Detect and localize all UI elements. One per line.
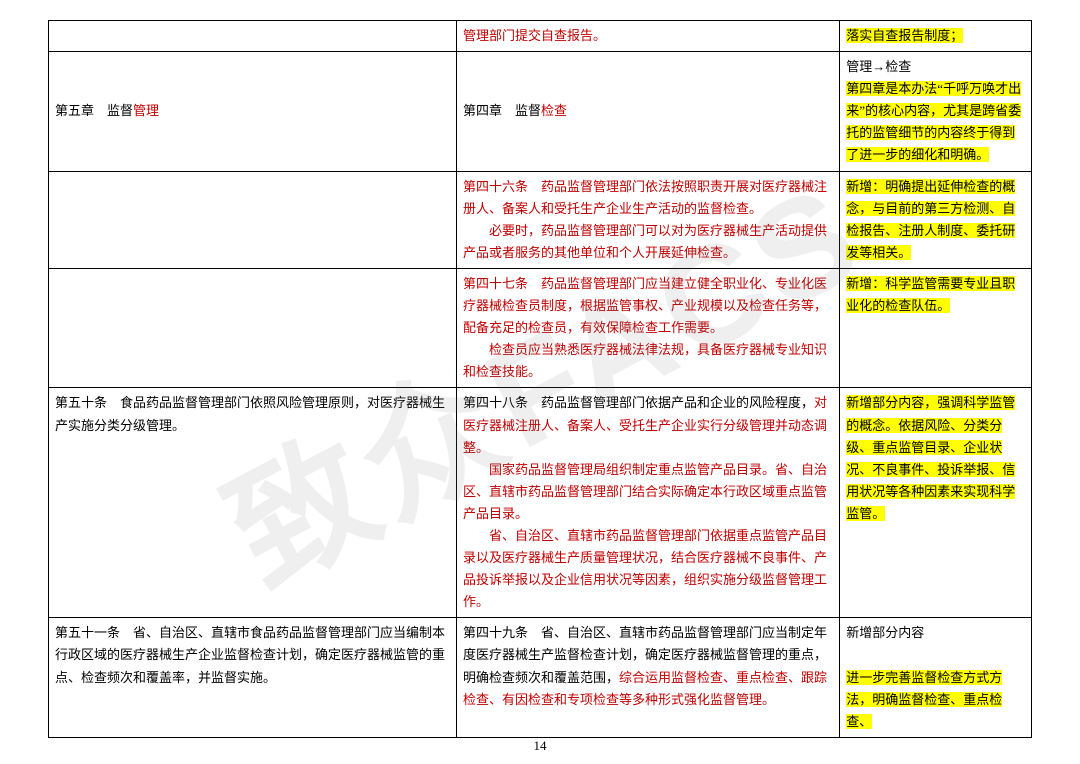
new-provision-cell: 管理部门提交自查报告。 — [456, 21, 839, 52]
table-row: 第五章 监督管理第四章 监督检查管理→检查第四章是本办法“千呼万唤才出来”的核心… — [49, 52, 1032, 171]
old-provision-cell: 第五十一条 省、自治区、直辖市食品药品监督管理部门应当编制本行政区域的医疗器械生… — [49, 618, 457, 737]
old-provision-cell: 第五章 监督管理 — [49, 52, 457, 171]
table-row: 第五十一条 省、自治区、直辖市食品药品监督管理部门应当编制本行政区域的医疗器械生… — [49, 618, 1032, 737]
comment-cell: 新增部分内容，强调科学监管的概念。依据风险、分类分级、重点监管目录、企业状况、不… — [840, 388, 1032, 618]
comment-cell: 新增：科学监管需要专业且职业化的检查队伍。 — [840, 268, 1032, 387]
new-provision-cell: 第四十六条 药品监督管理部门依法按照职责开展对医疗器械注册人、备案人和受托生产企… — [456, 171, 839, 268]
old-provision-cell: 第五十条 食品药品监督管理部门依照风险管理原则，对医疗器械生产实施分类分级管理。 — [49, 388, 457, 618]
table-row: 第四十七条 药品监督管理部门应当建立健全职业化、专业化医疗器械检查员制度，根据监… — [49, 268, 1032, 387]
new-provision-cell: 第四十八条 药品监督管理部门依据产品和企业的风险程度，对医疗器械注册人、备案人、… — [456, 388, 839, 618]
comparison-table: 管理部门提交自查报告。落实自查报告制度；第五章 监督管理第四章 监督检查管理→检… — [48, 20, 1032, 738]
comment-cell: 管理→检查第四章是本办法“千呼万唤才出来”的核心内容，尤其是跨省委托的监管细节的… — [840, 52, 1032, 171]
old-provision-cell — [49, 268, 457, 387]
old-provision-cell — [49, 21, 457, 52]
new-provision-cell: 第四十七条 药品监督管理部门应当建立健全职业化、专业化医疗器械检查员制度，根据监… — [456, 268, 839, 387]
old-provision-cell — [49, 171, 457, 268]
table-row: 第五十条 食品药品监督管理部门依照风险管理原则，对医疗器械生产实施分类分级管理。… — [49, 388, 1032, 618]
comment-cell: 新增：明确提出延伸检查的概念，与目前的第三方检测、自检报告、注册人制度、委托研发… — [840, 171, 1032, 268]
table-row: 第四十六条 药品监督管理部门依法按照职责开展对医疗器械注册人、备案人和受托生产企… — [49, 171, 1032, 268]
comment-cell: 落实自查报告制度； — [840, 21, 1032, 52]
new-provision-cell: 第四十九条 省、自治区、直辖市药品监督管理部门应当制定年度医疗器械生产监督检查计… — [456, 618, 839, 737]
comment-cell: 新增部分内容进一步完善监督检查方式方法，明确监督检查、重点检查、 — [840, 618, 1032, 737]
page-number: 14 — [0, 738, 1080, 754]
new-provision-cell: 第四章 监督检查 — [456, 52, 839, 171]
table-row: 管理部门提交自查报告。落实自查报告制度； — [49, 21, 1032, 52]
